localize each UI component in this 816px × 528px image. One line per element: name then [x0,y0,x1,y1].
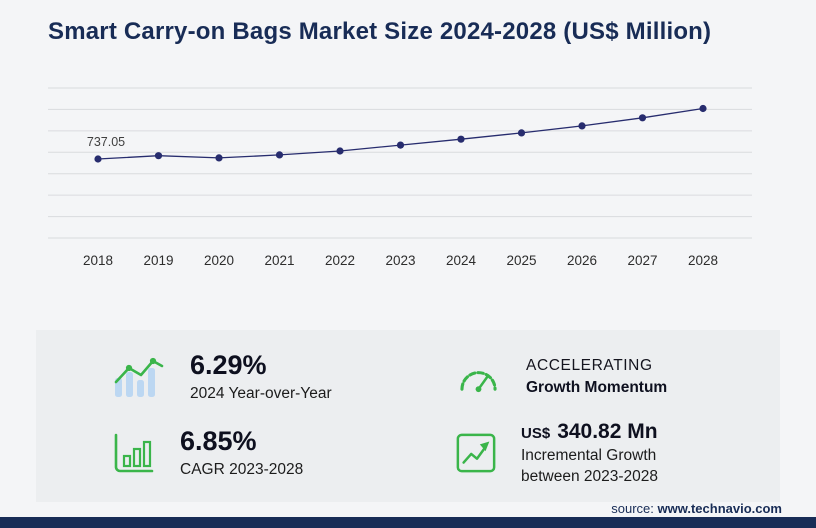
source-domain: www.technavio.com [657,501,783,516]
incremental-line2: between 2023-2028 [521,468,659,485]
incremental-line1: Incremental Growth [521,447,657,464]
momentum-line2: Growth Momentum [526,379,668,396]
page-title: Smart Carry-on Bags Market Size 2024-202… [48,18,712,45]
stat-cagr: 6.85% CAGR 2023-2028 [112,420,437,486]
stat-momentum: ACCELERATING Growth Momentum [437,346,762,408]
svg-text:2027: 2027 [627,253,657,268]
svg-text:2019: 2019 [143,253,173,268]
bar-line-growth-icon [112,355,166,399]
svg-text:2023: 2023 [385,253,415,268]
stat-incremental: US$ 340.82 Mn Incremental Growth between… [437,420,762,486]
svg-text:2018: 2018 [83,253,113,268]
cagr-label-prefix: CAGR [180,460,225,478]
svg-text:2020: 2020 [204,253,234,268]
boxed-bar-chart-icon [112,431,156,475]
svg-text:2022: 2022 [325,253,355,268]
speedometer-icon [455,359,502,395]
line-chart-svg: 737.05 2018 2019 2020 2021 2022 2023 2024 2025 20… [48,87,752,268]
stats-panel: 6.29% 2024 Year-over-Year ACCELERATING G… [36,330,780,502]
incremental-value: 340.82 Mn [557,420,658,443]
footer-accent-bar [0,517,816,528]
stat-yoy: 6.29% 2024 Year-over-Year [112,346,437,408]
source-prefix: source: [611,501,658,516]
svg-text:2028: 2028 [688,253,718,268]
svg-text:2024: 2024 [446,253,477,268]
svg-text:2025: 2025 [506,253,536,268]
market-size-line-chart: 737.05 2018 2019 2020 2021 2022 2023 2024 2025 20… [48,76,752,276]
cagr-label: CAGR 2023-2028 [180,461,303,479]
svg-text:2021: 2021 [264,253,294,268]
source-attribution: source: www.technavio.com [611,501,782,516]
yoy-label: 2024 Year-over-Year [190,384,332,402]
cagr-label-range: 2023-2028 [229,460,304,478]
incremental-currency: US$ [521,425,551,442]
momentum-line1: ACCELERATING [526,357,653,374]
svg-text:737.05: 737.05 [87,135,125,149]
cagr-value: 6.85% [180,426,257,457]
svg-text:2026: 2026 [567,253,597,268]
yoy-value: 6.29% [190,350,267,381]
boxed-growth-arrow-icon [455,432,497,474]
